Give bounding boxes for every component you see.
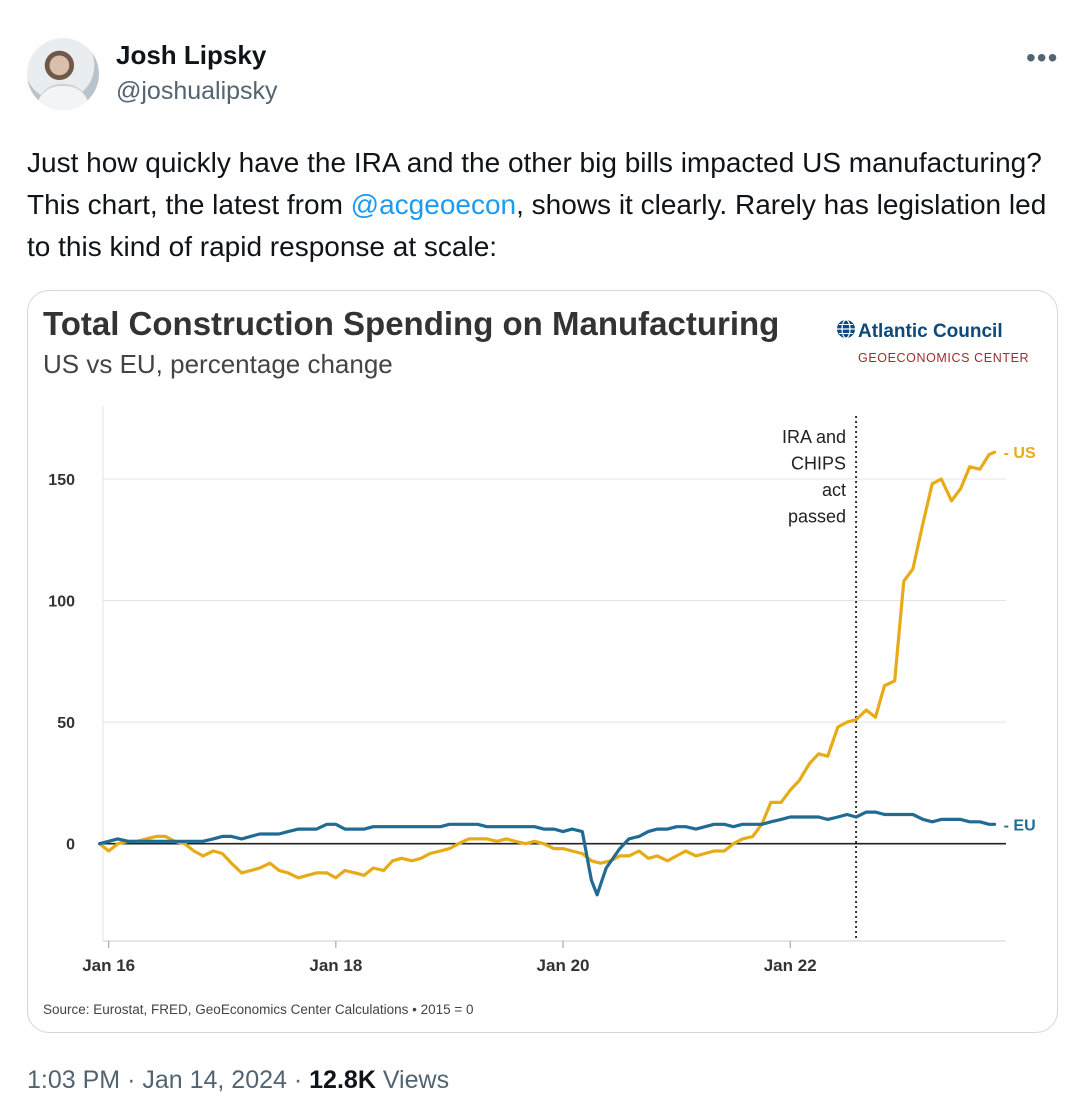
chart-title: Total Construction Spending on Manufactu…: [43, 305, 780, 342]
line-chart: 0 50 100 150 Jan 16 Jan 18 Jan 20 Jan 22 IRA and…: [48, 406, 1036, 975]
series-label-eu: - EU: [1004, 817, 1036, 834]
author-handle[interactable]: @joshualipsky: [116, 77, 278, 105]
tweet-time[interactable]: 1:03 PM: [27, 1066, 121, 1094]
y-tick-label: 0: [66, 837, 75, 854]
annotation-text: IRA and: [782, 427, 846, 447]
series-line-eu: [98, 810, 997, 897]
series-label-us: - US: [1004, 445, 1036, 462]
y-tick-label: 150: [48, 472, 75, 489]
annotation-text: passed: [788, 507, 846, 527]
views-label: Views: [382, 1066, 450, 1094]
brand-subname: GEOECONOMICS CENTER: [858, 351, 1030, 365]
views-count: 12.8K: [309, 1066, 376, 1094]
author-avatar[interactable]: [27, 38, 99, 110]
annotation-text: act: [822, 480, 846, 500]
tweet-date[interactable]: Jan 14, 2024: [142, 1066, 287, 1094]
x-tick-label: Jan 18: [309, 956, 362, 975]
series-line-us: [98, 450, 997, 880]
tweet-text-before: Just how quickly have the IRA and the ot…: [27, 147, 1042, 220]
brand-name: Atlantic Council: [858, 321, 1003, 342]
x-tick-label: Jan 20: [537, 956, 590, 975]
tweet-text-after: , shows it clearly. Rarely has legislati…: [27, 189, 1047, 262]
annotation-text: CHIPS: [791, 454, 846, 474]
tweet-text: Just how quickly have the IRA and the ot…: [27, 142, 1062, 268]
chart-image-card[interactable]: Total Construction Spending on Manufactu…: [27, 290, 1058, 1033]
footer-separator: ·: [127, 1066, 136, 1094]
y-tick-label: 50: [57, 715, 75, 732]
globe-icon: [837, 319, 855, 339]
more-options-icon[interactable]: •••: [1026, 42, 1059, 73]
avatar-figure: [37, 84, 89, 110]
x-tick-label: Jan 22: [764, 956, 817, 975]
footer-separator-2: ·: [293, 1066, 303, 1094]
x-tick-label: Jan 16: [82, 956, 135, 975]
tweet-footer: 1:03 PM · Jan 14, 2024 · 12.8K Views: [27, 1066, 449, 1095]
chart-subtitle: US vs EU, percentage change: [43, 349, 393, 379]
y-tick-label: 100: [48, 594, 75, 611]
author-name[interactable]: Josh Lipsky: [116, 40, 267, 70]
chart-source: Source: Eurostat, FRED, GeoEconomics Cen…: [43, 1002, 474, 1017]
mention-link[interactable]: @acgeoecon: [350, 189, 517, 220]
